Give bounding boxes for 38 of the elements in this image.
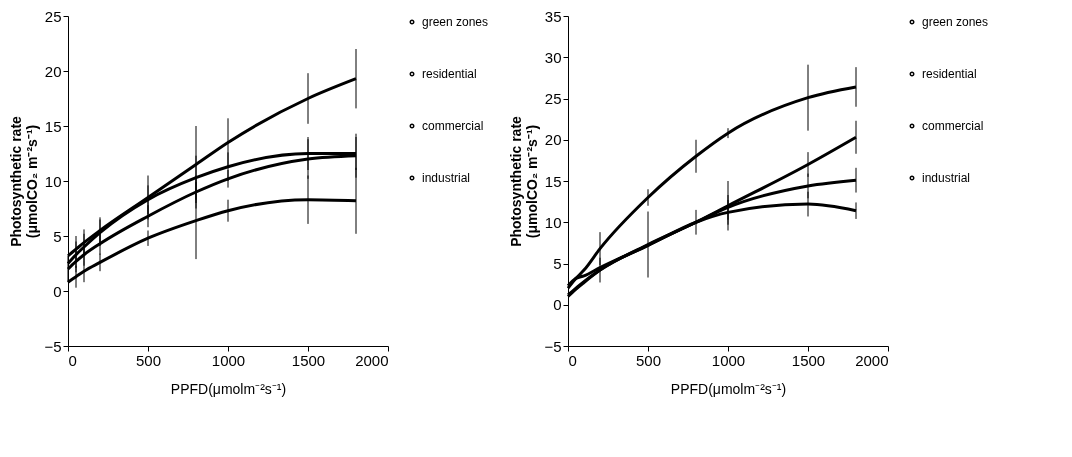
x-tick-label: 1500 (791, 351, 826, 369)
y-tick-label: 5 (553, 255, 562, 272)
legend-label: commercial (922, 119, 984, 133)
y-tick-label: 25 (44, 7, 62, 25)
legend-label: commercial (422, 119, 484, 133)
x-tick-label: 0 (68, 351, 77, 369)
legend-label: industrial (422, 171, 471, 185)
x-tick-label: 1000 (711, 351, 746, 369)
y-tick-label: 20 (44, 62, 62, 80)
x-tick-label: 2000 (855, 351, 889, 369)
legend-label: green zones (422, 15, 489, 29)
y-tick-label: −5 (544, 337, 562, 355)
legend-label: industrial (922, 171, 971, 185)
x-tick-label: 500 (135, 351, 162, 369)
y-tick-label: 10 (544, 213, 562, 231)
legend-label: residential (422, 67, 477, 81)
x-axis-title: PPFD(μmolm⁻²s⁻¹) (170, 380, 287, 397)
x-tick-label: 500 (635, 351, 662, 369)
x-tick-label: 1000 (211, 351, 246, 369)
y-tick-label: 0 (553, 296, 562, 314)
y-tick-label: 5 (53, 227, 62, 245)
x-tick-label: 1500 (291, 351, 326, 369)
y-tick-label: 10 (44, 172, 62, 190)
y-tick-label: 15 (44, 117, 62, 135)
y-tick-label: 20 (544, 131, 562, 149)
y-tick-label: 0 (53, 282, 62, 300)
legend-label: residential (922, 67, 977, 81)
x-tick-label: 2000 (355, 351, 389, 369)
y-tick-label: −5 (44, 337, 62, 355)
y-tick-label: 30 (544, 48, 562, 66)
x-axis-title: PPFD(μmolm⁻²s⁻¹) (670, 380, 787, 397)
y-axis-title: Photosynthetic rate (μmolCO₂ m⁻²s⁻¹) (8, 115, 41, 247)
x-tick-label: 0 (568, 351, 577, 369)
y-axis-title: Photosynthetic rate (μmolCO₂ m⁻²s⁻¹) (508, 115, 541, 247)
y-tick-label: 35 (544, 7, 562, 25)
y-tick-label: 25 (544, 90, 562, 107)
legend-label: green zones (922, 15, 989, 29)
y-tick-label: 15 (544, 172, 562, 190)
